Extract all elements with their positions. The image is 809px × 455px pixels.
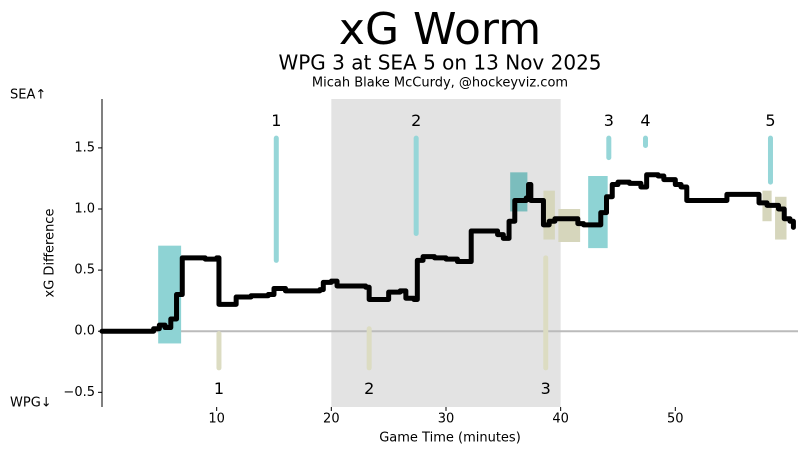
power-play bbox=[588, 176, 608, 249]
xg-worm bbox=[99, 172, 796, 334]
x-tick-label: 20 bbox=[323, 412, 340, 427]
chart-title: xG Worm bbox=[339, 4, 541, 55]
goal-label: 3 bbox=[604, 111, 614, 130]
x-axis-label: Game Time (minutes) bbox=[379, 431, 521, 446]
y-tick-label: 0.0 bbox=[74, 324, 95, 339]
top-team-label: SEA↑ bbox=[10, 88, 46, 103]
y-tick-label: −0.5 bbox=[63, 385, 95, 400]
y-tick-label: 1.5 bbox=[74, 140, 95, 155]
x-tick-label: 50 bbox=[667, 412, 684, 427]
goal-label: 4 bbox=[640, 111, 650, 130]
chart-subtitle: WPG 3 at SEA 5 on 13 Nov 2025 bbox=[278, 51, 601, 75]
goal-label: 2 bbox=[411, 111, 421, 130]
y-tick-label: 0.5 bbox=[74, 263, 95, 278]
y-tick-label: 1.0 bbox=[74, 202, 95, 217]
goal-label: 1 bbox=[214, 379, 224, 398]
power-play bbox=[543, 190, 555, 240]
goal-label: 1 bbox=[271, 111, 281, 130]
goal-label: 5 bbox=[765, 111, 775, 130]
bottom-team-label: WPG↓ bbox=[10, 396, 52, 411]
x-tick-label: 30 bbox=[438, 412, 455, 427]
shaded-period bbox=[331, 99, 561, 407]
goal-label: 2 bbox=[364, 379, 374, 398]
power-play bbox=[775, 196, 787, 240]
goal-label: 3 bbox=[541, 379, 551, 398]
y-axis-label: xG Difference bbox=[43, 209, 58, 298]
x-tick-label: 10 bbox=[208, 412, 225, 427]
byline: Micah Blake McCurdy, @hockeyviz.com bbox=[312, 76, 568, 91]
x-tick-label: 40 bbox=[552, 412, 569, 427]
